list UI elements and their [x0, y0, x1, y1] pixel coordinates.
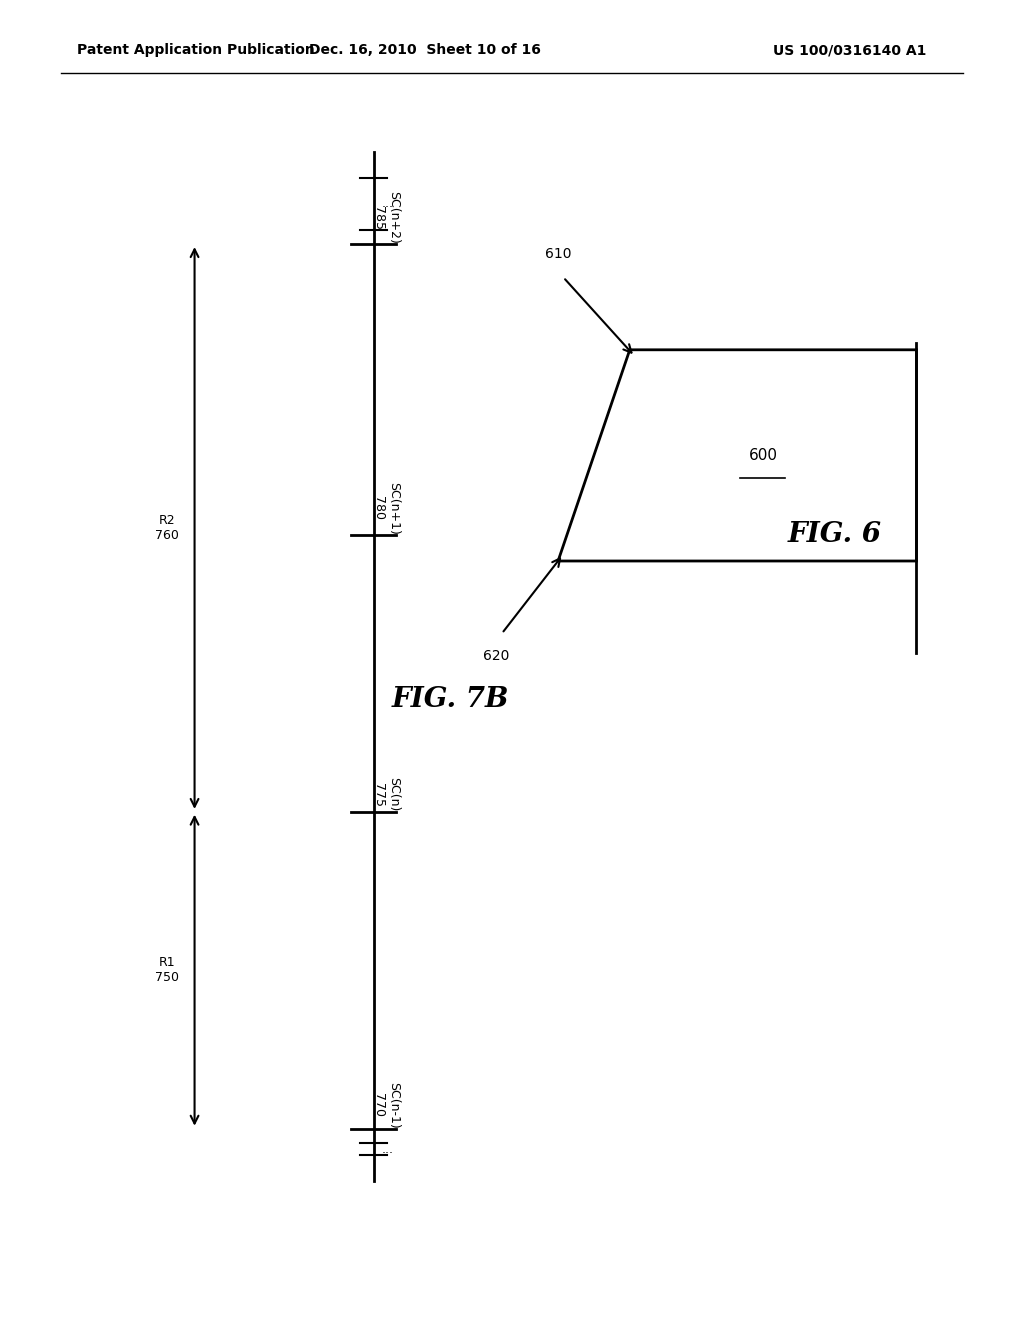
Text: FIG. 7B: FIG. 7B: [392, 686, 509, 713]
Text: SC(n-1)
770: SC(n-1) 770: [372, 1082, 400, 1129]
Text: FIG. 6: FIG. 6: [787, 521, 882, 548]
Text: ...: ...: [382, 1143, 394, 1155]
Text: 620: 620: [483, 649, 510, 664]
Text: R1
750: R1 750: [156, 956, 179, 985]
Text: SC(n)
775: SC(n) 775: [372, 777, 400, 812]
Text: SC(n+1)
780: SC(n+1) 780: [372, 482, 400, 535]
Text: ...: ...: [382, 198, 394, 210]
Text: 600: 600: [749, 447, 777, 463]
Text: Dec. 16, 2010  Sheet 10 of 16: Dec. 16, 2010 Sheet 10 of 16: [309, 44, 541, 57]
Text: US 100/0316140 A1: US 100/0316140 A1: [773, 44, 927, 57]
Text: R2
760: R2 760: [156, 513, 179, 543]
Text: SC(n+2)
785: SC(n+2) 785: [372, 191, 400, 244]
Text: 610: 610: [545, 247, 571, 261]
Text: Patent Application Publication: Patent Application Publication: [77, 44, 314, 57]
